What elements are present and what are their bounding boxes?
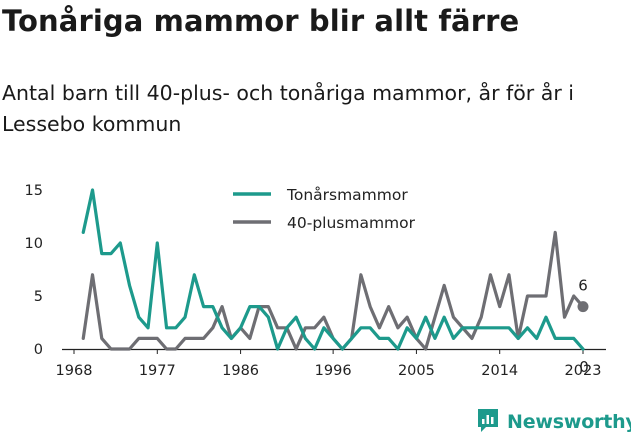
bar-chart-logo-icon bbox=[476, 407, 500, 437]
chart-title: Tonåriga mammor blir allt färre bbox=[2, 4, 520, 38]
x-tick-label: 1977 bbox=[139, 363, 176, 379]
y-tick-label: 10 bbox=[25, 236, 43, 252]
end-label-layer: 60 bbox=[577, 277, 589, 376]
legend-label: Tonårsmammor bbox=[286, 186, 408, 204]
y-tick-label: 15 bbox=[25, 183, 43, 199]
newsworthy-logo: Newsworthy bbox=[476, 408, 631, 436]
series-line-Tonårsmammor bbox=[81, 188, 585, 351]
brand-name: Newsworthy bbox=[507, 411, 631, 433]
x-tick-label: 1986 bbox=[222, 363, 259, 379]
x-tick-label: 2014 bbox=[481, 363, 518, 379]
chart-subtitle: Antal barn till 40-plus- och tonåriga ma… bbox=[2, 81, 574, 136]
end-point-marker bbox=[577, 301, 589, 313]
end-value-label: 6 bbox=[578, 277, 588, 295]
series-layer bbox=[81, 188, 585, 351]
end-value-label: 0 bbox=[579, 358, 589, 376]
y-tick-label: 0 bbox=[34, 342, 43, 358]
x-tick-label: 1968 bbox=[56, 363, 93, 379]
y-tick-label: 5 bbox=[34, 289, 43, 305]
x-tick-label: 1996 bbox=[315, 363, 352, 379]
x-tick-label: 2023 bbox=[565, 363, 602, 379]
chart-legend: Tonårsmammor 40-plusmammor bbox=[233, 186, 416, 232]
axis-layer: 0 5 10 15 1968 1977 1986 1996 2005 2014 2023 bbox=[25, 183, 606, 379]
legend-label: 40-plusmammor bbox=[287, 214, 416, 232]
x-tick-label: 2005 bbox=[398, 363, 435, 379]
